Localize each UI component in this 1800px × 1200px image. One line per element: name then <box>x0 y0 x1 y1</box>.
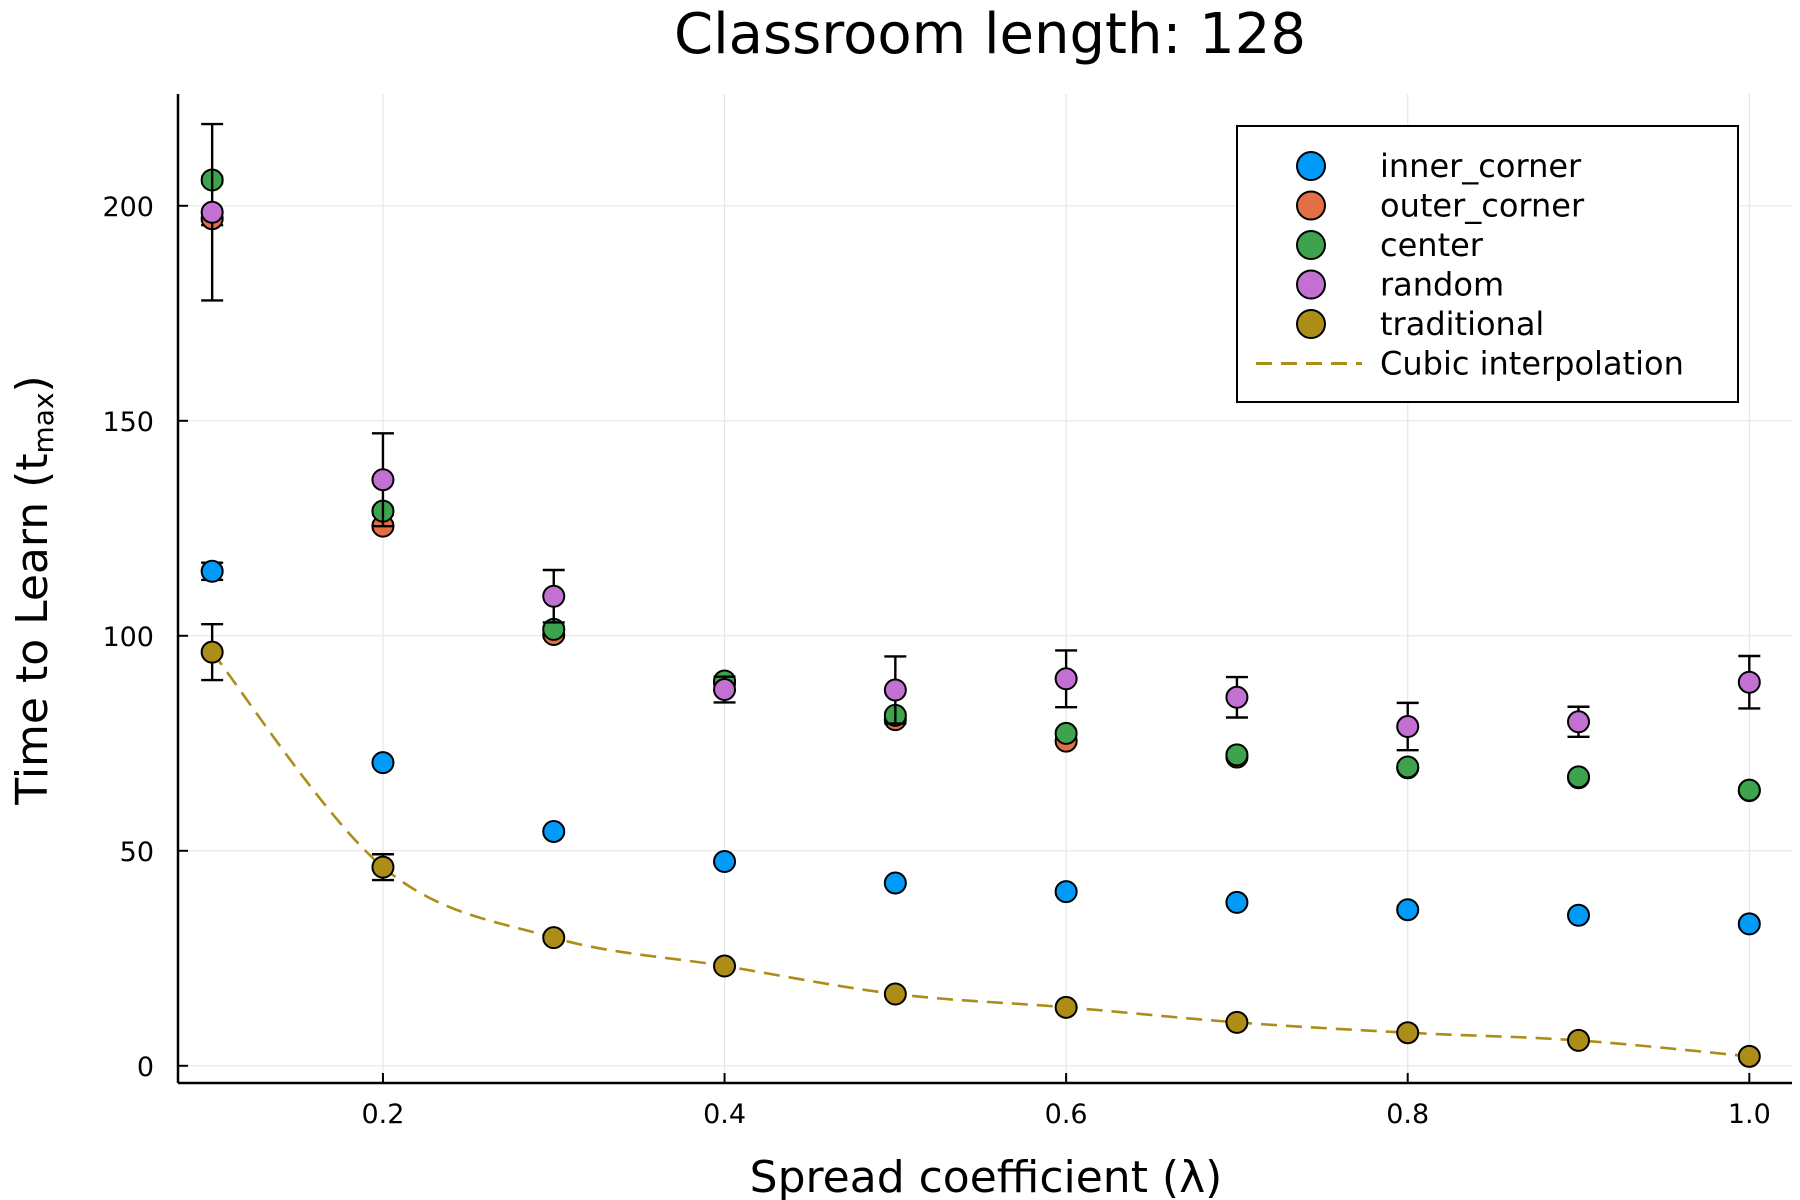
x-tick-label-0: 0.2 <box>361 1099 404 1130</box>
legend-marker-traditional <box>1297 310 1325 338</box>
point-center-5 <box>1056 723 1077 744</box>
point-traditional-8 <box>1568 1030 1589 1051</box>
point-center-8 <box>1568 766 1589 787</box>
point-traditional-7 <box>1397 1022 1418 1043</box>
point-center-7 <box>1397 756 1418 777</box>
x-tick-label-2: 0.6 <box>1045 1099 1088 1130</box>
point-inner_corner-7 <box>1397 899 1418 920</box>
legend-marker-outer_corner <box>1297 192 1325 220</box>
legend-marker-random <box>1297 271 1325 299</box>
point-random-7 <box>1397 716 1418 737</box>
point-random-4 <box>885 679 906 700</box>
point-inner_corner-2 <box>543 821 564 842</box>
point-inner_corner-0 <box>202 561 223 582</box>
y-tick-label-1: 50 <box>120 837 154 868</box>
point-random-8 <box>1568 711 1589 732</box>
x-axis-title: Spread coefficient (λ) <box>750 1152 1223 1200</box>
x-tick-label-3: 0.8 <box>1386 1099 1429 1130</box>
legend-marker-inner_corner <box>1297 152 1325 180</box>
legend-label-traditional: traditional <box>1380 305 1544 343</box>
point-traditional-4 <box>885 983 906 1004</box>
x-tick-label-1: 0.4 <box>703 1099 746 1130</box>
point-traditional-3 <box>714 956 735 977</box>
point-traditional-5 <box>1056 997 1077 1018</box>
y-axis-title-subscript: max <box>27 392 60 453</box>
point-center-6 <box>1226 744 1247 765</box>
point-random-5 <box>1056 668 1077 689</box>
point-inner_corner-8 <box>1568 905 1589 926</box>
point-random-9 <box>1739 672 1760 693</box>
legend: inner_cornerouter_cornercenterrandomtrad… <box>1237 126 1738 402</box>
point-traditional-2 <box>543 927 564 948</box>
point-random-6 <box>1226 687 1247 708</box>
y-tick-label-2: 100 <box>102 622 154 653</box>
point-random-1 <box>372 469 393 490</box>
point-inner_corner-5 <box>1056 881 1077 902</box>
point-random-3 <box>714 679 735 700</box>
point-center-9 <box>1739 780 1760 801</box>
legend-label-random: random <box>1380 266 1504 304</box>
point-traditional-9 <box>1739 1046 1760 1067</box>
x-tick-label-4: 1.0 <box>1728 1099 1771 1130</box>
y-tick-label-3: 150 <box>102 407 154 438</box>
point-inner_corner-4 <box>885 873 906 894</box>
legend-label-center: center <box>1380 226 1484 264</box>
point-inner_corner-6 <box>1226 892 1247 913</box>
legend-label-inner_corner: inner_corner <box>1380 147 1582 185</box>
legend-label-outer_corner: outer_corner <box>1380 187 1585 225</box>
y-axis-title-end: ) <box>7 375 58 392</box>
point-traditional-0 <box>202 642 223 663</box>
point-inner_corner-1 <box>372 752 393 773</box>
y-tick-label-4: 200 <box>102 192 154 223</box>
y-axis-title-main: Time to Learn (t <box>7 453 58 805</box>
legend-marker-center <box>1297 231 1325 259</box>
point-traditional-1 <box>372 857 393 878</box>
point-random-2 <box>543 586 564 607</box>
point-traditional-6 <box>1226 1012 1247 1033</box>
point-inner_corner-3 <box>714 851 735 872</box>
point-inner_corner-9 <box>1739 913 1760 934</box>
chart-title: Classroom length: 128 <box>674 2 1306 67</box>
point-random-0 <box>202 202 223 223</box>
legend-label-interpolation: Cubic interpolation <box>1380 345 1684 383</box>
y-tick-label-0: 0 <box>137 1052 154 1083</box>
